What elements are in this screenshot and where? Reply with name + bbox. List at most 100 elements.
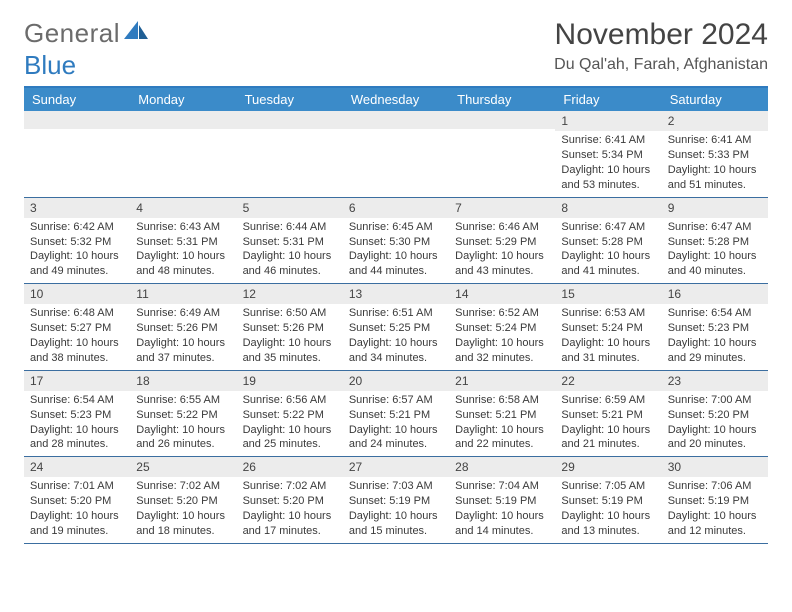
sunset-line: Sunset: 5:24 PM xyxy=(561,321,655,336)
day-number: 20 xyxy=(343,371,449,391)
day-details: Sunrise: 6:52 AMSunset: 5:24 PMDaylight:… xyxy=(449,304,555,369)
sunset-line: Sunset: 5:31 PM xyxy=(136,235,230,250)
day-details: Sunrise: 6:54 AMSunset: 5:23 PMDaylight:… xyxy=(662,304,768,369)
sunset-line: Sunset: 5:23 PM xyxy=(668,321,762,336)
calendar-cell: 30Sunrise: 7:06 AMSunset: 5:19 PMDayligh… xyxy=(662,457,768,543)
day-number xyxy=(237,111,343,129)
day-details: Sunrise: 6:53 AMSunset: 5:24 PMDaylight:… xyxy=(555,304,661,369)
day-number: 15 xyxy=(555,284,661,304)
day-number: 10 xyxy=(24,284,130,304)
sunset-line: Sunset: 5:31 PM xyxy=(243,235,337,250)
day-number: 7 xyxy=(449,198,555,218)
sunset-line: Sunset: 5:27 PM xyxy=(30,321,124,336)
weekday-header: Saturday xyxy=(662,88,768,111)
calendar-cell: 21Sunrise: 6:58 AMSunset: 5:21 PMDayligh… xyxy=(449,371,555,457)
sunset-line: Sunset: 5:19 PM xyxy=(349,494,443,509)
daylight-line: Daylight: 10 hours and 44 minutes. xyxy=(349,249,443,279)
daylight-line: Daylight: 10 hours and 13 minutes. xyxy=(561,509,655,539)
calendar-cell: 20Sunrise: 6:57 AMSunset: 5:21 PMDayligh… xyxy=(343,371,449,457)
month-title: November 2024 xyxy=(554,18,768,52)
day-details: Sunrise: 6:44 AMSunset: 5:31 PMDaylight:… xyxy=(237,218,343,283)
sunset-line: Sunset: 5:19 PM xyxy=(455,494,549,509)
sunset-line: Sunset: 5:23 PM xyxy=(30,408,124,423)
day-details: Sunrise: 7:00 AMSunset: 5:20 PMDaylight:… xyxy=(662,391,768,456)
sunrise-line: Sunrise: 6:52 AM xyxy=(455,306,549,321)
day-number: 9 xyxy=(662,198,768,218)
sunrise-line: Sunrise: 6:42 AM xyxy=(30,220,124,235)
calendar-week-row: 10Sunrise: 6:48 AMSunset: 5:27 PMDayligh… xyxy=(24,284,768,371)
calendar-cell: 4Sunrise: 6:43 AMSunset: 5:31 PMDaylight… xyxy=(130,198,236,284)
calendar-cell: 13Sunrise: 6:51 AMSunset: 5:25 PMDayligh… xyxy=(343,284,449,370)
day-details: Sunrise: 7:05 AMSunset: 5:19 PMDaylight:… xyxy=(555,477,661,542)
day-number: 23 xyxy=(662,371,768,391)
sunset-line: Sunset: 5:25 PM xyxy=(349,321,443,336)
title-block: November 2024 Du Qal'ah, Farah, Afghanis… xyxy=(554,18,768,74)
day-details: Sunrise: 6:58 AMSunset: 5:21 PMDaylight:… xyxy=(449,391,555,456)
sunrise-line: Sunrise: 7:02 AM xyxy=(136,479,230,494)
weekday-header: Friday xyxy=(555,88,661,111)
day-number: 13 xyxy=(343,284,449,304)
day-details: Sunrise: 7:04 AMSunset: 5:19 PMDaylight:… xyxy=(449,477,555,542)
sunset-line: Sunset: 5:21 PM xyxy=(455,408,549,423)
daylight-line: Daylight: 10 hours and 46 minutes. xyxy=(243,249,337,279)
calendar-week-row: 3Sunrise: 6:42 AMSunset: 5:32 PMDaylight… xyxy=(24,198,768,285)
calendar-body: 1Sunrise: 6:41 AMSunset: 5:34 PMDaylight… xyxy=(24,111,768,544)
sunrise-line: Sunrise: 7:06 AM xyxy=(668,479,762,494)
calendar-cell: 6Sunrise: 6:45 AMSunset: 5:30 PMDaylight… xyxy=(343,198,449,284)
page-header: General November 2024 Du Qal'ah, Farah, … xyxy=(24,18,768,74)
calendar-cell: 19Sunrise: 6:56 AMSunset: 5:22 PMDayligh… xyxy=(237,371,343,457)
daylight-line: Daylight: 10 hours and 49 minutes. xyxy=(30,249,124,279)
day-details: Sunrise: 6:59 AMSunset: 5:21 PMDaylight:… xyxy=(555,391,661,456)
location-text: Du Qal'ah, Farah, Afghanistan xyxy=(554,56,768,74)
calendar-week-row: 24Sunrise: 7:01 AMSunset: 5:20 PMDayligh… xyxy=(24,457,768,544)
calendar-cell xyxy=(237,111,343,197)
sunrise-line: Sunrise: 6:41 AM xyxy=(668,133,762,148)
brand-part1: General xyxy=(24,18,120,49)
day-details: Sunrise: 6:48 AMSunset: 5:27 PMDaylight:… xyxy=(24,304,130,369)
day-number: 16 xyxy=(662,284,768,304)
sunset-line: Sunset: 5:22 PM xyxy=(136,408,230,423)
daylight-line: Daylight: 10 hours and 32 minutes. xyxy=(455,336,549,366)
calendar-cell xyxy=(130,111,236,197)
day-number: 25 xyxy=(130,457,236,477)
calendar-cell: 3Sunrise: 6:42 AMSunset: 5:32 PMDaylight… xyxy=(24,198,130,284)
day-details: Sunrise: 7:06 AMSunset: 5:19 PMDaylight:… xyxy=(662,477,768,542)
day-number: 14 xyxy=(449,284,555,304)
calendar-week-row: 1Sunrise: 6:41 AMSunset: 5:34 PMDaylight… xyxy=(24,111,768,198)
sunrise-line: Sunrise: 7:05 AM xyxy=(561,479,655,494)
day-number: 24 xyxy=(24,457,130,477)
daylight-line: Daylight: 10 hours and 53 minutes. xyxy=(561,163,655,193)
day-number: 11 xyxy=(130,284,236,304)
sunset-line: Sunset: 5:29 PM xyxy=(455,235,549,250)
sunrise-line: Sunrise: 7:02 AM xyxy=(243,479,337,494)
daylight-line: Daylight: 10 hours and 43 minutes. xyxy=(455,249,549,279)
day-number: 12 xyxy=(237,284,343,304)
sunrise-line: Sunrise: 6:51 AM xyxy=(349,306,443,321)
day-number xyxy=(343,111,449,129)
sunset-line: Sunset: 5:20 PM xyxy=(30,494,124,509)
calendar-cell: 11Sunrise: 6:49 AMSunset: 5:26 PMDayligh… xyxy=(130,284,236,370)
sunset-line: Sunset: 5:34 PM xyxy=(561,148,655,163)
day-details: Sunrise: 6:47 AMSunset: 5:28 PMDaylight:… xyxy=(555,218,661,283)
sunset-line: Sunset: 5:26 PM xyxy=(243,321,337,336)
daylight-line: Daylight: 10 hours and 38 minutes. xyxy=(30,336,124,366)
calendar-cell: 28Sunrise: 7:04 AMSunset: 5:19 PMDayligh… xyxy=(449,457,555,543)
daylight-line: Daylight: 10 hours and 19 minutes. xyxy=(30,509,124,539)
calendar-cell: 17Sunrise: 6:54 AMSunset: 5:23 PMDayligh… xyxy=(24,371,130,457)
day-details: Sunrise: 6:45 AMSunset: 5:30 PMDaylight:… xyxy=(343,218,449,283)
daylight-line: Daylight: 10 hours and 24 minutes. xyxy=(349,423,443,453)
calendar: Sunday Monday Tuesday Wednesday Thursday… xyxy=(24,86,768,544)
day-details: Sunrise: 6:56 AMSunset: 5:22 PMDaylight:… xyxy=(237,391,343,456)
day-number xyxy=(24,111,130,129)
calendar-cell: 9Sunrise: 6:47 AMSunset: 5:28 PMDaylight… xyxy=(662,198,768,284)
sunrise-line: Sunrise: 6:49 AM xyxy=(136,306,230,321)
daylight-line: Daylight: 10 hours and 25 minutes. xyxy=(243,423,337,453)
sunrise-line: Sunrise: 6:54 AM xyxy=(30,393,124,408)
sunrise-line: Sunrise: 6:56 AM xyxy=(243,393,337,408)
sunrise-line: Sunrise: 6:47 AM xyxy=(668,220,762,235)
day-details: Sunrise: 6:46 AMSunset: 5:29 PMDaylight:… xyxy=(449,218,555,283)
day-number: 29 xyxy=(555,457,661,477)
calendar-cell: 18Sunrise: 6:55 AMSunset: 5:22 PMDayligh… xyxy=(130,371,236,457)
calendar-cell: 14Sunrise: 6:52 AMSunset: 5:24 PMDayligh… xyxy=(449,284,555,370)
sunset-line: Sunset: 5:28 PM xyxy=(668,235,762,250)
